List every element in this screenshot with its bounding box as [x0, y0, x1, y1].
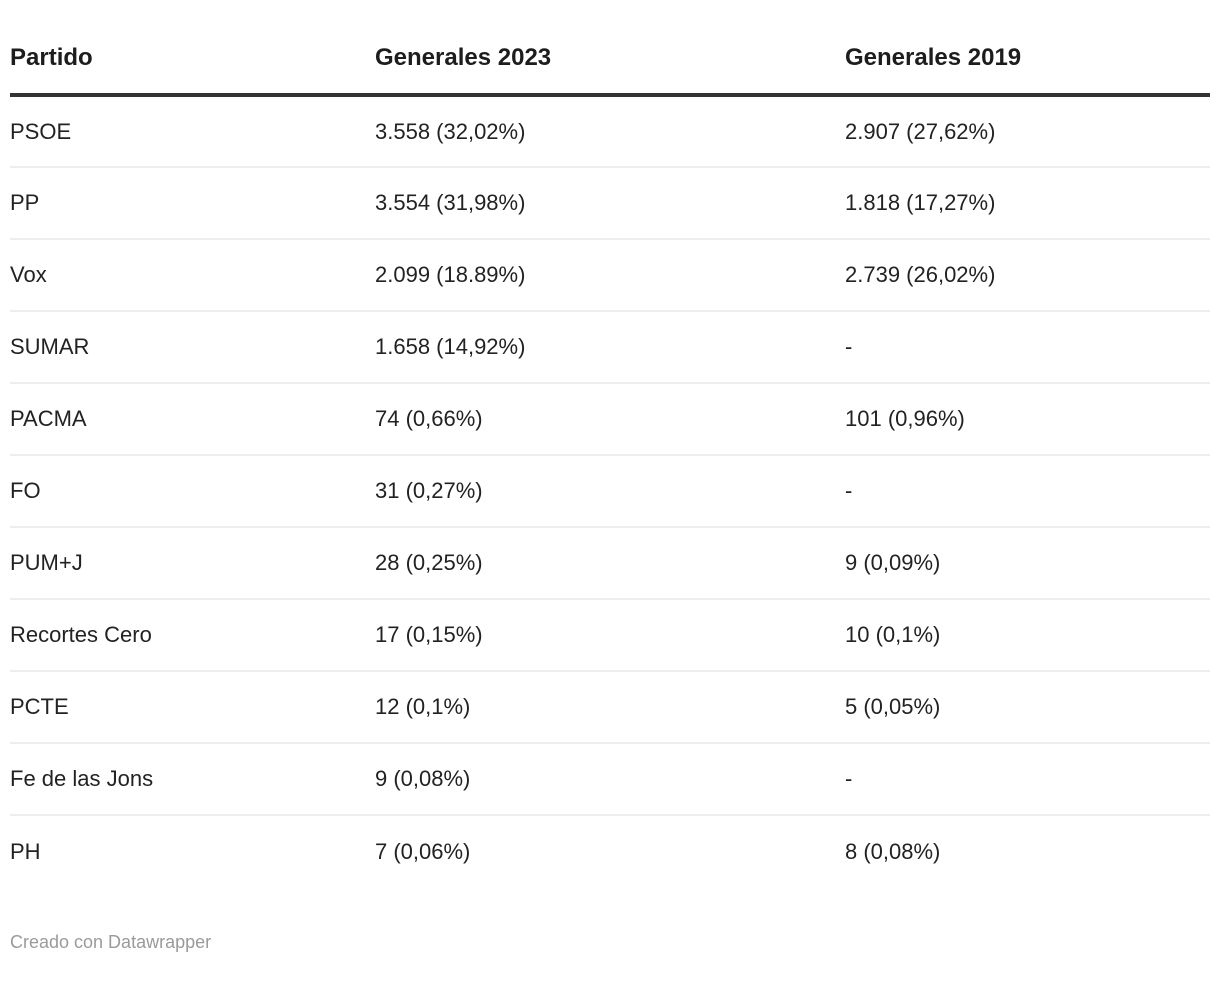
table-row: FO 31 (0,27%) - — [10, 455, 1210, 528]
table-row: PUM+J 28 (0,25%) 9 (0,09%) — [10, 527, 1210, 600]
table-header-row: Partido Generales 2023 Generales 2019 — [10, 0, 1210, 97]
cell-partido: SUMAR — [10, 311, 375, 384]
cell-generales-2023: 31 (0,27%) — [375, 455, 845, 528]
table-row: PP 3.554 (31,98%) 1.818 (17,27%) — [10, 167, 1210, 240]
column-header-generales-2023: Generales 2023 — [375, 0, 845, 97]
cell-generales-2023: 3.554 (31,98%) — [375, 167, 845, 240]
table-body: PSOE 3.558 (32,02%) 2.907 (27,62%) PP 3.… — [10, 95, 1210, 887]
election-results-table: Partido Generales 2023 Generales 2019 PS… — [10, 0, 1210, 887]
table-row: Vox 2.099 (18.89%) 2.739 (26,02%) — [10, 239, 1210, 312]
cell-generales-2019: 1.818 (17,27%) — [845, 167, 1210, 240]
cell-generales-2019: - — [845, 311, 1210, 384]
table-row: PSOE 3.558 (32,02%) 2.907 (27,62%) — [10, 95, 1210, 168]
datawrapper-table-widget: Partido Generales 2023 Generales 2019 PS… — [10, 0, 1210, 952]
cell-generales-2019: 8 (0,08%) — [845, 838, 941, 864]
table-row: Recortes Cero 17 (0,15%) 10 (0,1%) — [10, 599, 1210, 672]
cell-generales-2023: 74 (0,66%) — [375, 383, 845, 456]
cell-generales-2019: 9 (0,09%) — [845, 527, 1210, 600]
table-row: PCTE 12 (0,1%) 5 (0,05%) — [10, 671, 1210, 744]
cell-generales-2019: 5 (0,05%) — [845, 671, 1210, 744]
column-header-partido: Partido — [10, 0, 375, 97]
cell-generales-2023: 28 (0,25%) — [375, 527, 845, 600]
cell-generales-2023: 9 (0,08%) — [375, 743, 845, 816]
cell-generales-2023: 3.558 (32,02%) — [375, 95, 845, 168]
cell-partido: PACMA — [10, 383, 375, 456]
cell-partido: PUM+J — [10, 527, 375, 600]
cell-generales-2019: - — [845, 455, 1210, 528]
cell-generales-2023: 17 (0,15%) — [375, 599, 845, 672]
cell-generales-2019: 10 (0,1%) — [845, 599, 1210, 672]
cell-generales-2023: 12 (0,1%) — [375, 671, 845, 744]
cell-partido: Recortes Cero — [10, 599, 375, 672]
table-row: SUMAR 1.658 (14,92%) - — [10, 311, 1210, 384]
cell-generales-2023: 2.099 (18.89%) — [375, 239, 845, 312]
cell-partido: PP — [10, 167, 375, 240]
datawrapper-credit-link[interactable]: Creado con Datawrapper — [10, 932, 212, 952]
cell-generales-2023: 7 (0,06%) — [375, 838, 471, 864]
cell-generales-2023: 1.658 (14,92%) — [375, 311, 845, 384]
cell-generales-2019: 101 (0,96%) — [845, 383, 1210, 456]
column-header-generales-2019: Generales 2019 — [845, 0, 1210, 97]
cell-generales-2019: - — [845, 743, 1210, 816]
cell-partido: Fe de las Jons — [10, 743, 375, 816]
cell-partido: FO — [10, 455, 375, 528]
cell-generales-2019: 2.739 (26,02%) — [845, 239, 1210, 312]
cell-partido: PSOE — [10, 95, 375, 168]
cell-generales-2019: 2.907 (27,62%) — [845, 95, 1210, 168]
table-row: PACMA 74 (0,66%) 101 (0,96%) — [10, 383, 1210, 456]
table-row: Fe de las Jons 9 (0,08%) - — [10, 743, 1210, 816]
cell-partido: PCTE — [10, 671, 375, 744]
table-row: PH 7 (0,06%) 8 (0,08%) — [10, 815, 1210, 887]
cell-partido: Vox — [10, 239, 375, 312]
cell-partido: PH — [10, 838, 41, 864]
